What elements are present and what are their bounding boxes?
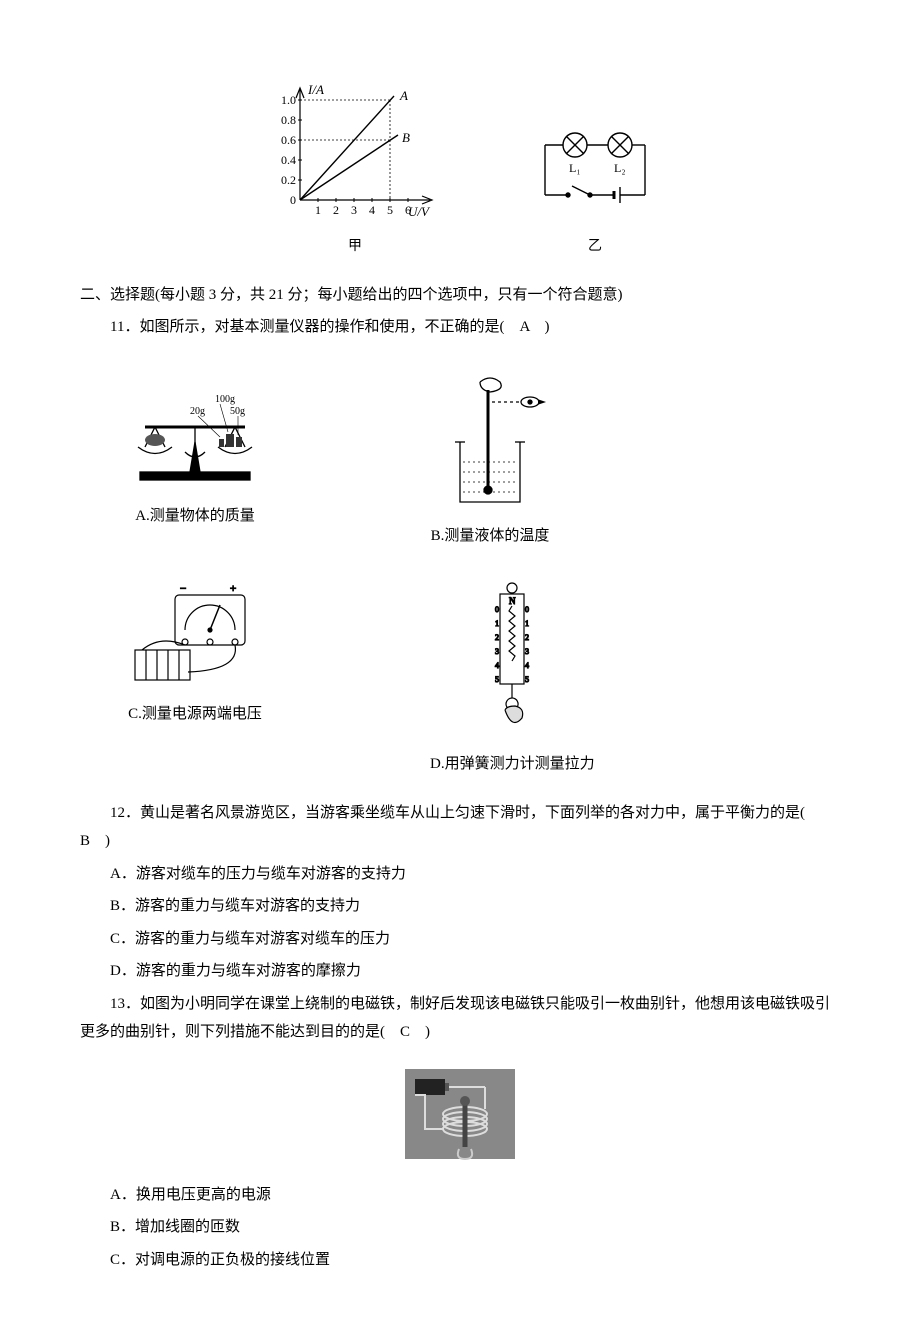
- voltmeter-icon: − +: [120, 580, 270, 690]
- svg-text:−: −: [180, 583, 186, 595]
- q13-A: A．换用电压更高的电源: [80, 1181, 840, 1210]
- q11-row2: − + C.测量电源两端电压 N: [80, 580, 840, 779]
- svg-text:6: 6: [405, 203, 411, 217]
- svg-text:L₁: L₁: [569, 161, 581, 175]
- q11-stem: 11．如图所示，对基本测量仪器的操作和使用，不正确的是( A ): [80, 313, 840, 342]
- q11-optA-label: A.测量物体的质量: [135, 502, 255, 531]
- y-axis-label: I/A: [307, 82, 324, 97]
- q12-D: D．游客的重力与缆车对游客的摩擦力: [80, 957, 840, 986]
- svg-text:A: A: [399, 88, 408, 103]
- top-figure-row: I/A U/V 1.0 0.8 0.6 0.4 0.2 0: [80, 80, 840, 261]
- thermometer-icon: [430, 372, 550, 512]
- q11-optD-label: D.用弹簧测力计测量拉力: [430, 750, 595, 779]
- circuit-diagram: L₁ L₂: [530, 120, 660, 230]
- svg-text:3: 3: [495, 647, 499, 656]
- q11-optC-block: − + C.测量电源两端电压: [120, 580, 270, 779]
- q11-optB-block: B.测量液体的温度: [430, 372, 550, 551]
- svg-text:0: 0: [495, 605, 499, 614]
- svg-text:3: 3: [351, 203, 357, 217]
- q11-row1: 100g 20g 50g A.测量物体的质量: [80, 372, 840, 551]
- q11-optA-block: 100g 20g 50g A.测量物体的质量: [120, 372, 270, 551]
- svg-text:3: 3: [525, 647, 529, 656]
- svg-text:2: 2: [525, 633, 529, 642]
- svg-text:1.0: 1.0: [281, 93, 296, 107]
- svg-text:L₂: L₂: [614, 161, 626, 175]
- svg-text:5: 5: [525, 675, 529, 684]
- svg-text:1: 1: [525, 619, 529, 628]
- q13-stem: 13．如图为小明同学在课堂上绕制的电磁铁，制好后发现该电磁铁只能吸引一枚曲别针，…: [80, 990, 840, 1047]
- q12-stem: 12．黄山是著名风景游览区，当游客乘坐缆车从山上匀速下滑时，下面列举的各对力中，…: [80, 799, 840, 856]
- svg-text:0: 0: [525, 605, 529, 614]
- svg-text:4: 4: [369, 203, 375, 217]
- q12-A: A．游客对缆车的压力与缆车对游客的支持力: [80, 860, 840, 889]
- svg-text:0.4: 0.4: [281, 153, 296, 167]
- svg-text:20g: 20g: [190, 406, 205, 417]
- svg-text:4: 4: [495, 661, 499, 670]
- circuit-caption: 乙: [588, 234, 602, 261]
- q11-optC-label: C.测量电源两端电压: [128, 700, 262, 729]
- svg-text:0.6: 0.6: [281, 133, 296, 147]
- q11-optD-block: N 0 1 2 3 4 5 0 1 2 3 4 5: [430, 580, 595, 779]
- q12-C: C．游客的重力与缆车对游客对缆车的压力: [80, 925, 840, 954]
- svg-text:50g: 50g: [230, 406, 245, 417]
- q12-B: B．游客的重力与缆车对游客的支持力: [80, 892, 840, 921]
- graph-caption: 甲: [348, 234, 362, 261]
- svg-text:+: +: [230, 583, 236, 595]
- q13-B: B．增加线圈的匝数: [80, 1213, 840, 1242]
- svg-text:0: 0: [290, 193, 296, 207]
- svg-text:100g: 100g: [215, 394, 235, 405]
- q13-C: C．对调电源的正负极的接线位置: [80, 1246, 840, 1275]
- graph-jia: I/A U/V 1.0 0.8 0.6 0.4 0.2 0: [260, 80, 450, 261]
- svg-text:1: 1: [495, 619, 499, 628]
- svg-text:N: N: [509, 596, 516, 606]
- svg-text:5: 5: [495, 675, 499, 684]
- svg-text:2: 2: [495, 633, 499, 642]
- q13-figure: [80, 1059, 840, 1169]
- svg-text:B: B: [402, 130, 410, 145]
- svg-text:0.8: 0.8: [281, 113, 296, 127]
- balance-icon: 100g 20g 50g: [120, 372, 270, 492]
- svg-text:2: 2: [333, 203, 339, 217]
- circuit-yi: L₁ L₂ 乙: [530, 120, 660, 261]
- svg-text:0.2: 0.2: [281, 173, 296, 187]
- electromagnet-icon: [395, 1059, 525, 1169]
- x-axis-label: U/V: [408, 204, 431, 219]
- svg-text:5: 5: [387, 203, 393, 217]
- q11-optB-label: B.测量液体的温度: [431, 522, 550, 551]
- iv-graph: I/A U/V 1.0 0.8 0.6 0.4 0.2 0: [260, 80, 450, 230]
- section2-header: 二、选择题(每小题 3 分，共 21 分；每小题给出的四个选项中，只有一个符合题…: [80, 281, 840, 310]
- svg-text:1: 1: [315, 203, 321, 217]
- spring-scale-icon: N 0 1 2 3 4 5 0 1 2 3 4 5: [467, 580, 557, 740]
- svg-text:4: 4: [525, 661, 529, 670]
